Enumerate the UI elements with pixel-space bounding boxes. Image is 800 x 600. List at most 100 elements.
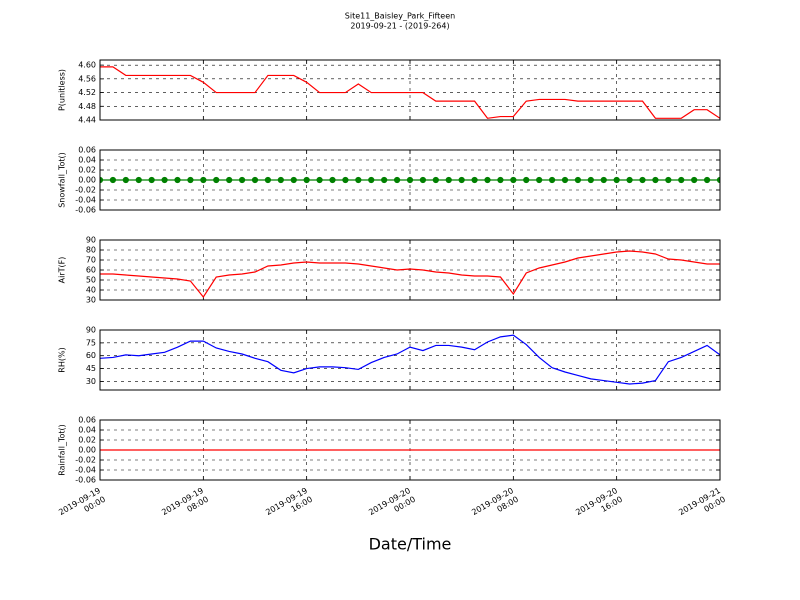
data-point	[135, 176, 142, 184]
y-tick-label: 0.00	[78, 446, 96, 455]
data-point	[290, 176, 297, 184]
data-point	[523, 176, 530, 184]
data-line	[100, 66, 720, 119]
y-tick-label: 60	[86, 266, 96, 275]
y-tick-label: 80	[86, 246, 96, 255]
data-point	[510, 176, 517, 184]
data-point	[484, 176, 491, 184]
axes-frame	[99, 239, 721, 301]
data-point	[471, 176, 478, 184]
y-axis-label: RH(%)	[58, 347, 67, 372]
y-tick-label: 30	[86, 296, 96, 305]
data-point	[600, 176, 607, 184]
data-point	[497, 176, 504, 184]
data-point	[122, 176, 129, 184]
y-tick-label: 4.44	[78, 116, 96, 125]
data-point	[419, 176, 427, 184]
y-tick-label: 0.06	[78, 146, 96, 155]
axes-frame	[99, 149, 721, 211]
data-point	[342, 176, 349, 184]
data-point	[691, 176, 698, 184]
data-point	[368, 176, 375, 184]
data-point	[264, 176, 272, 184]
data-point	[445, 176, 452, 184]
y-tick-label: -0.06	[75, 476, 96, 485]
y-axis-label: Snowfall_Tot()	[58, 152, 67, 208]
data-point	[200, 176, 207, 184]
y-tick-label: 0.02	[78, 166, 96, 175]
y-tick-label: 0.00	[78, 176, 96, 185]
data-point	[665, 176, 672, 184]
y-tick-label: 70	[86, 256, 96, 265]
y-axis-label: P(unitless)	[58, 69, 67, 111]
axes-frame	[99, 329, 721, 391]
data-line	[100, 334, 720, 385]
plot-area	[100, 334, 720, 385]
y-tick-label: 45	[86, 364, 96, 373]
data-point	[536, 176, 543, 184]
y-tick-label: 4.60	[78, 61, 96, 70]
data-point	[626, 176, 633, 184]
data-point	[174, 176, 181, 184]
y-tick-label: 60	[86, 351, 96, 360]
plot-area	[100, 176, 720, 184]
y-tick-label: 50	[86, 276, 96, 285]
y-tick-label: 90	[86, 236, 96, 245]
data-point	[329, 176, 336, 184]
data-point	[303, 176, 310, 184]
data-point	[561, 176, 569, 184]
data-point	[109, 176, 117, 184]
chart-title: Site11_Baisley_Park_Fifteen	[345, 12, 455, 21]
data-point	[213, 176, 220, 184]
data-point	[574, 176, 582, 184]
data-point	[432, 176, 439, 184]
x-axis-label: Date/Time	[369, 535, 452, 554]
data-point	[251, 176, 259, 184]
y-tick-label: 30	[86, 377, 96, 386]
data-point	[548, 176, 556, 184]
data-point	[161, 176, 168, 184]
data-point	[226, 176, 233, 184]
data-point	[639, 176, 646, 184]
data-point	[652, 176, 659, 184]
y-tick-label: -0.06	[75, 206, 96, 215]
data-line	[100, 250, 720, 299]
y-tick-label: -0.02	[75, 186, 96, 195]
data-point	[355, 176, 362, 184]
y-axis-label: AirT(F)	[58, 257, 67, 284]
plot-area	[100, 250, 720, 299]
data-point	[406, 176, 414, 184]
y-tick-label: -0.02	[75, 456, 96, 465]
plot-area	[100, 66, 720, 119]
data-point	[277, 176, 284, 184]
axes-frame	[99, 419, 721, 481]
data-point	[587, 176, 594, 184]
data-point	[678, 176, 685, 184]
data-point	[458, 176, 465, 184]
y-tick-label: 90	[86, 326, 96, 335]
y-axis-label: Rainfall_Tot()	[58, 424, 67, 476]
y-tick-label: 4.52	[78, 88, 96, 97]
data-point	[316, 176, 323, 184]
y-tick-label: 40	[86, 286, 96, 295]
y-tick-label: 0.04	[78, 426, 96, 435]
data-point	[148, 176, 155, 184]
y-tick-label: 0.06	[78, 416, 96, 425]
axes-frame	[99, 59, 721, 121]
y-tick-label: 75	[86, 338, 96, 347]
data-point	[187, 176, 194, 184]
y-tick-label: 4.56	[78, 74, 96, 83]
data-point	[238, 176, 246, 184]
chart-subtitle: 2019-09-21 - (2019-264)	[350, 22, 449, 31]
data-point	[703, 176, 711, 184]
y-tick-label: 0.02	[78, 436, 96, 445]
data-point	[716, 176, 720, 184]
y-tick-label: 4.48	[78, 102, 96, 111]
data-point	[393, 176, 401, 184]
y-tick-label: -0.04	[75, 196, 96, 205]
data-point	[381, 176, 388, 184]
data-point	[613, 176, 620, 184]
y-tick-label: 0.04	[78, 156, 96, 165]
